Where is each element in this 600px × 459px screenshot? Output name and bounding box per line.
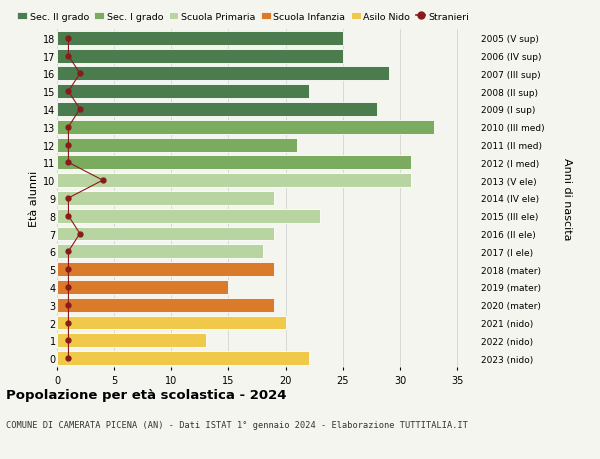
Bar [57, 316, 286, 330]
Bar [57, 103, 377, 117]
Y-axis label: Età alunni: Età alunni [29, 170, 39, 227]
Bar [57, 32, 343, 45]
Bar [57, 50, 343, 63]
Legend: Sec. II grado, Sec. I grado, Scuola Primaria, Scuola Infanzia, Asilo Nido, Stran: Sec. II grado, Sec. I grado, Scuola Prim… [17, 12, 469, 22]
Bar [57, 174, 412, 188]
Bar [57, 227, 274, 241]
Bar [57, 67, 389, 81]
Bar [57, 298, 274, 312]
Bar [57, 352, 308, 365]
Y-axis label: Anni di nascita: Anni di nascita [562, 157, 572, 240]
Bar [57, 263, 274, 276]
Bar [57, 85, 308, 99]
Bar [57, 138, 297, 152]
Bar [57, 245, 263, 259]
Bar [57, 191, 274, 206]
Bar [57, 209, 320, 223]
Bar [57, 334, 206, 347]
Bar [57, 156, 412, 170]
Bar [57, 280, 229, 294]
Bar [57, 121, 434, 134]
Text: COMUNE DI CAMERATA PICENA (AN) - Dati ISTAT 1° gennaio 2024 - Elaborazione TUTTI: COMUNE DI CAMERATA PICENA (AN) - Dati IS… [6, 420, 468, 429]
Text: Popolazione per età scolastica - 2024: Popolazione per età scolastica - 2024 [6, 388, 287, 401]
